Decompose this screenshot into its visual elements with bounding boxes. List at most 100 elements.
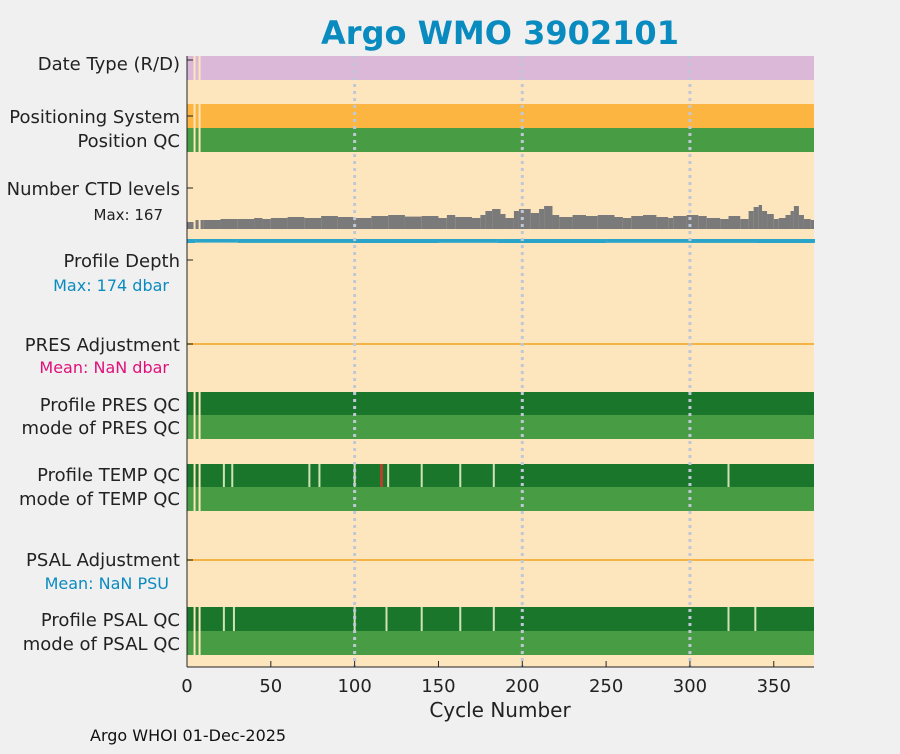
psal-qc-gap (385, 607, 388, 631)
profile-depth-bar (814, 239, 815, 243)
mode-psal-qc-bar (187, 631, 814, 655)
ctd-levels-bar (446, 215, 456, 229)
x-tick-label: 200 (505, 676, 539, 697)
ctd-levels-bar (287, 217, 305, 229)
profile-depth-bar (438, 239, 498, 243)
profile-temp-qc-bar (187, 464, 814, 487)
profile-pres-qc-bar-gap (193, 392, 196, 415)
psal-qc-gap (754, 607, 757, 631)
ctd-levels-bar (748, 211, 754, 229)
ctd-levels-bar (480, 215, 486, 229)
temp-qc-gap (420, 464, 423, 487)
profile-depth-bar (187, 239, 196, 243)
profile-depth-bar (497, 239, 607, 243)
mode-psal-qc-bar-gap (198, 631, 201, 655)
ctd-levels-bar (785, 215, 791, 229)
x-tick-label: 0 (181, 676, 192, 697)
ctd-levels-bar (740, 219, 749, 229)
ctd-levels-bar (614, 217, 623, 229)
ctd-levels-bar (643, 215, 657, 229)
psal-qc-gap (420, 607, 423, 631)
ctd-levels-bar (631, 216, 643, 229)
temp-qc-gap (387, 464, 390, 487)
x-axis-ticks: 0 50 100 150 200 250 300 350 (181, 661, 791, 697)
temp-qc-gap (727, 464, 730, 487)
ctd-levels-bar (673, 216, 687, 229)
date-type-bar (187, 56, 814, 80)
x-tick-label: 150 (421, 676, 455, 697)
profile-psal-qc-bar-gap (198, 607, 201, 631)
date-type-bar-gap (198, 56, 201, 80)
ctd-levels-bar (572, 215, 586, 229)
ctd-levels-gap (193, 186, 196, 229)
ctd-levels-bar (337, 217, 355, 229)
ctd-levels-bar (388, 215, 405, 229)
row-label-pres-adjustment: PRES Adjustment (25, 335, 180, 356)
ctd-levels-bar (810, 220, 814, 229)
row-label-profile-psal-qc: Profile PSAL QC (41, 610, 180, 631)
psal-qc-gap (727, 607, 730, 631)
profile-temp-qc-bar-gap (193, 464, 196, 487)
x-tick-label: 250 (589, 676, 623, 697)
profile-temp-qc-bar-gap (198, 464, 201, 487)
row-labels: Date Type (R/D) Positioning System Posit… (7, 54, 180, 655)
ctd-levels-bar (237, 219, 255, 229)
profile-depth-bar (195, 239, 238, 243)
ctd-levels-bar (586, 216, 598, 229)
mode-temp-qc-bar-gap (193, 487, 196, 511)
ctd-levels-bar (492, 209, 501, 229)
ctd-levels-bar (539, 209, 545, 229)
mode-temp-qc-bar-gap (198, 487, 201, 511)
temp-qc-gap (459, 464, 462, 487)
ctd-levels-bar (455, 217, 472, 229)
profile-pres-qc-bar (187, 392, 814, 415)
temp-qc-bad (379, 464, 383, 487)
row-label-psal-adjustment: PSAL Adjustment (26, 550, 180, 571)
ctd-levels-bar (793, 206, 799, 229)
ctd-levels-bar (472, 218, 481, 229)
ctd-levels-bar (668, 218, 674, 229)
row-label-ctd-levels: Number CTD levels (7, 179, 180, 200)
profile-pres-qc-bar-gap (198, 392, 201, 415)
psal-qc-gap (459, 607, 462, 631)
mode-pres-qc-bar (187, 415, 814, 439)
ctd-levels-max: Max: 167 (94, 206, 163, 224)
x-tick-label: 350 (757, 676, 791, 697)
ctd-levels-bar (798, 215, 804, 229)
ctd-levels-bar (767, 214, 774, 229)
profile-depth-max: Max: 174 dbar (53, 276, 169, 295)
ctd-levels-bar (544, 206, 553, 229)
ctd-levels-bar (187, 222, 196, 229)
ctd-levels-bar (622, 218, 632, 229)
ctd-levels-bar (254, 218, 263, 229)
ctd-levels-bar (720, 219, 729, 229)
y-ticks (186, 56, 193, 667)
row-label-mode-psal-qc: mode of PSAL QC (23, 634, 180, 655)
x-tick-label: 50 (259, 676, 282, 697)
ctd-levels-bar (354, 218, 372, 229)
temp-qc-gap (222, 464, 225, 487)
row-label-date-type: Date Type (R/D) (38, 54, 180, 75)
chart-title: Argo WMO 3902101 (321, 14, 679, 52)
positioning-system-bar-gap (193, 104, 196, 128)
ctd-levels-bar (758, 205, 763, 229)
ctd-levels-gap (198, 186, 201, 229)
mode-pres-qc-bar-gap (198, 415, 201, 439)
profile-psal-qc-bar-gap (193, 607, 196, 631)
x-axis-label: Cycle Number (429, 698, 571, 722)
ctd-levels-bar (438, 218, 447, 229)
plot-panel (187, 56, 814, 667)
row-label-mode-temp-qc: mode of TEMP QC (19, 489, 180, 510)
temp-qc-gap (318, 464, 321, 487)
row-label-profile-pres-qc: Profile PRES QC (40, 395, 180, 416)
temp-qc-gap (492, 464, 495, 487)
ctd-levels-bar (421, 216, 439, 229)
ctd-levels-bar (698, 216, 707, 229)
row-label-position-qc: Position QC (77, 131, 180, 152)
ctd-levels-bar (262, 219, 271, 229)
row-label-positioning-system: Positioning System (9, 107, 180, 128)
profile-depth-bar (606, 239, 690, 243)
row-label-profile-temp-qc: Profile TEMP QC (37, 465, 180, 486)
ctd-levels-bar (762, 211, 768, 229)
